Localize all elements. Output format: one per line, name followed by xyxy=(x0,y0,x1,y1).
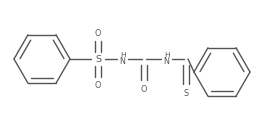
Text: N: N xyxy=(119,57,125,66)
Text: N: N xyxy=(163,57,169,66)
Text: O: O xyxy=(141,85,147,94)
Text: H: H xyxy=(120,52,126,58)
Text: S: S xyxy=(183,90,189,99)
Text: O: O xyxy=(95,28,101,37)
Text: S: S xyxy=(95,54,101,64)
Text: H: H xyxy=(164,52,170,58)
Text: O: O xyxy=(95,81,101,90)
